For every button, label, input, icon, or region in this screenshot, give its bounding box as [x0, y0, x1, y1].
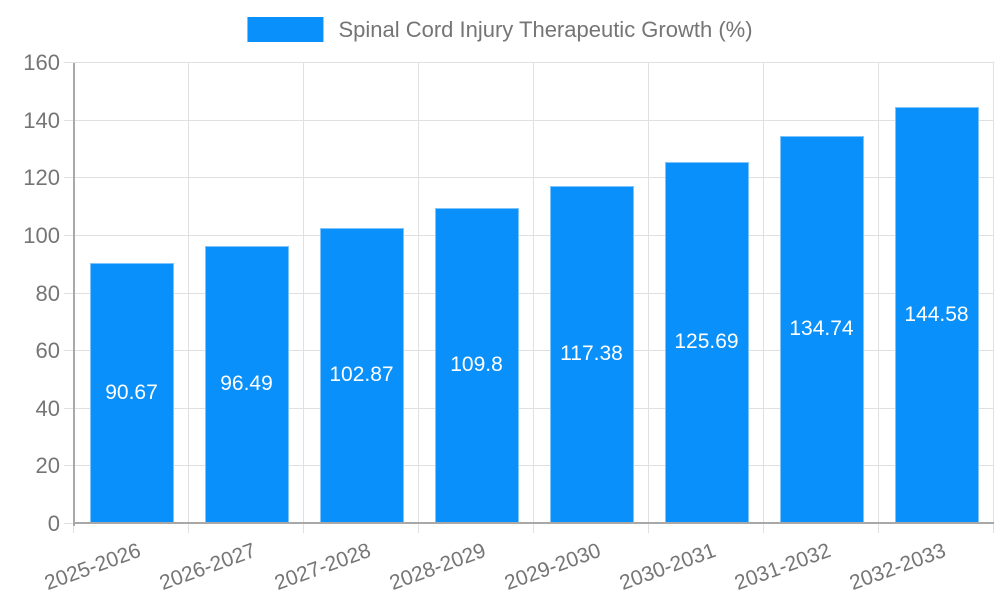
bar-value-label: 134.74 — [789, 317, 854, 341]
x-axis-tick — [418, 524, 419, 533]
x-axis-tick — [763, 524, 764, 533]
x-axis-tick — [878, 524, 879, 533]
gridline-horizontal — [64, 177, 994, 179]
bar[interactable]: 117.38 — [549, 185, 634, 522]
gridline-vertical — [533, 63, 534, 524]
gridline-vertical — [418, 63, 419, 524]
x-axis-tick — [73, 524, 74, 533]
y-tick-label: 120 — [23, 165, 60, 191]
bar[interactable]: 125.69 — [664, 161, 749, 522]
bar-value-label: 109.8 — [450, 353, 503, 377]
y-tick-label: 100 — [23, 222, 60, 248]
x-axis-tick — [303, 524, 304, 533]
bar[interactable]: 90.67 — [89, 262, 174, 522]
y-tick-label: 20 — [35, 453, 60, 479]
gridline-vertical — [188, 63, 189, 524]
y-axis-line — [73, 63, 75, 526]
gridline-horizontal — [64, 465, 994, 467]
legend-label: Spinal Cord Injury Therapeutic Growth (%… — [338, 17, 753, 42]
gridline-horizontal — [64, 292, 994, 294]
x-axis-tick — [648, 524, 649, 533]
y-tick-label: 0 — [47, 511, 60, 536]
bar[interactable]: 144.58 — [894, 107, 979, 522]
bar-value-label: 117.38 — [560, 342, 623, 366]
bar[interactable]: 96.49 — [204, 245, 289, 522]
y-axis-tick — [64, 523, 74, 524]
gridline-vertical — [763, 63, 764, 524]
y-tick-label: 60 — [35, 338, 60, 364]
legend-item[interactable]: Spinal Cord Injury Therapeutic Growth (%… — [247, 17, 753, 42]
plot-area: 90.67 96.49 102.87 109.8 117.38 125.69 134.74 1… — [23, 50, 994, 595]
bar-value-label: 102.87 — [329, 363, 394, 387]
x-axis-line — [74, 522, 994, 524]
gridline-vertical — [303, 63, 304, 524]
gridline-vertical — [648, 63, 649, 524]
gridline-horizontal — [64, 234, 994, 236]
bar-value-label: 90.67 — [105, 380, 158, 404]
bar[interactable]: 109.8 — [434, 207, 519, 522]
bar[interactable]: 134.74 — [779, 135, 864, 522]
gridline-horizontal — [64, 119, 994, 121]
gridline-vertical — [993, 63, 994, 524]
gridline-horizontal — [64, 350, 994, 352]
x-axis-tick — [188, 524, 189, 533]
bar-value-label: 125.69 — [674, 330, 739, 354]
y-tick-label: 140 — [23, 107, 60, 133]
y-tick-label: 80 — [35, 280, 60, 306]
y-tick-label: 160 — [23, 50, 60, 75]
bar-value-label: 96.49 — [220, 372, 273, 396]
gridline-vertical — [878, 63, 879, 524]
y-tick-label: 40 — [35, 395, 60, 421]
gridline-horizontal — [64, 62, 994, 63]
x-axis-tick — [993, 524, 994, 533]
x-axis-tick — [533, 524, 534, 533]
bar[interactable]: 102.87 — [319, 227, 404, 522]
bar-value-label: 144.58 — [904, 303, 969, 327]
legend-swatch — [247, 17, 324, 42]
gridline-horizontal — [64, 407, 994, 409]
